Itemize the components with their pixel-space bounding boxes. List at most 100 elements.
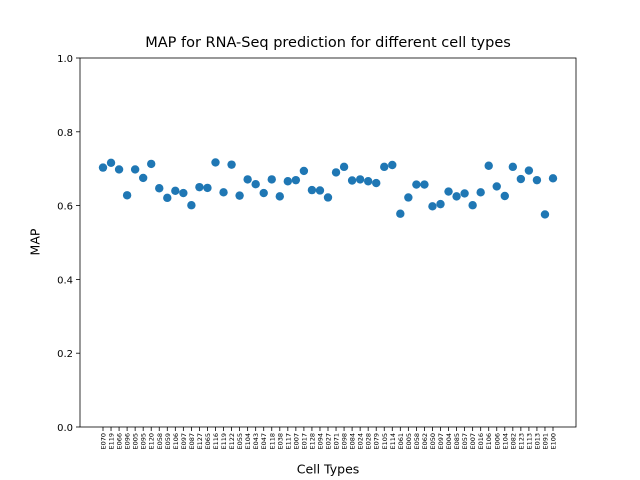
y-tick-label: 0.0: [57, 423, 73, 434]
x-tick-label: E105: [381, 433, 389, 450]
x-tick-label: E114: [389, 433, 397, 450]
x-tick-label: E085: [453, 433, 461, 450]
x-tick-label: E070: [100, 433, 108, 450]
x-tick-label: E065: [204, 433, 212, 450]
plot-frame: [79, 57, 577, 428]
point: [203, 183, 212, 193]
point: [138, 173, 148, 183]
x-tick-label: E062: [421, 433, 429, 450]
x-tick-label: E119: [220, 433, 228, 450]
x-tick-label: E079: [373, 433, 381, 450]
x-tick-label: E098: [341, 433, 349, 450]
x-tick-label: E091: [541, 433, 549, 450]
point: [267, 175, 276, 184]
x-tick-label: E016: [477, 433, 485, 450]
point: [500, 191, 509, 201]
point: [347, 176, 357, 185]
x-tick-label: E094: [316, 433, 324, 450]
x-tick-label: E066: [116, 433, 124, 450]
point: [460, 189, 469, 198]
x-tick-label: E096: [124, 433, 132, 450]
point: [122, 191, 132, 200]
point: [251, 179, 260, 189]
x-tick-label: E116: [212, 433, 220, 450]
x-tick-label: E007: [292, 433, 300, 450]
point: [315, 186, 325, 195]
x-tick-label: E084: [349, 433, 357, 450]
point: [130, 165, 140, 174]
point: [114, 165, 124, 174]
point: [275, 192, 284, 201]
x-tick-label: E106: [172, 433, 180, 450]
x-tick-label: E005: [405, 433, 413, 450]
x-tick-label: E095: [140, 433, 148, 450]
x-tick-label: E104: [501, 433, 509, 450]
point: [235, 191, 244, 200]
point: [444, 187, 453, 196]
y-tick-label: 0.2: [57, 349, 73, 360]
point: [428, 202, 437, 211]
x-tick-label: E104: [244, 433, 252, 450]
point: [484, 161, 493, 170]
x-tick-label: E058: [156, 433, 164, 450]
point: [468, 201, 477, 210]
point: [355, 175, 365, 184]
x-tick-label: E047: [260, 433, 268, 450]
x-tick-label: E013: [533, 433, 541, 450]
point: [291, 175, 301, 185]
x-axis-label: Cell Types: [297, 462, 360, 477]
point: [540, 210, 550, 219]
point: [219, 188, 228, 197]
x-tick-label: E006: [493, 433, 501, 450]
point: [331, 168, 341, 177]
point: [299, 166, 309, 176]
point: [436, 199, 445, 209]
x-tick-label: E122: [228, 433, 236, 450]
x-tick-label: E050: [429, 433, 437, 450]
x-tick-label: E027: [325, 433, 333, 450]
x-tick-label: E097: [180, 433, 188, 450]
point: [452, 192, 461, 201]
point: [380, 162, 389, 172]
point: [283, 177, 293, 186]
point: [106, 158, 116, 167]
y-tick-label: 0.8: [57, 128, 73, 139]
point: [524, 166, 534, 175]
x-tick-label: E071: [333, 433, 341, 450]
x-tick-label: E024: [357, 433, 365, 450]
x-tick-label: E028: [365, 433, 373, 450]
point: [339, 162, 349, 172]
point: [508, 162, 518, 172]
point: [412, 180, 421, 189]
x-tick-label: E058: [413, 433, 421, 450]
x-tick-label: E097: [437, 433, 445, 450]
point: [323, 193, 333, 202]
x-tick-label: E061: [397, 433, 405, 450]
point: [155, 184, 164, 193]
x-tick-label: E004: [445, 433, 453, 450]
point: [227, 160, 236, 169]
x-tick-label: E043: [252, 433, 260, 450]
chart-title: MAP for RNA-Seq prediction for different…: [145, 35, 511, 51]
y-tick-label: 0.4: [57, 275, 73, 286]
point: [211, 158, 220, 167]
x-tick-label: E118: [268, 433, 276, 450]
x-tick-label: E082: [509, 433, 517, 450]
point: [396, 209, 405, 218]
x-tick-label: E128: [308, 433, 316, 450]
point: [179, 188, 188, 198]
x-tick-label: E005: [132, 433, 140, 450]
point: [195, 182, 204, 192]
x-tick-label: E087: [188, 433, 196, 450]
point: [147, 159, 156, 169]
point: [476, 188, 485, 197]
x-tick-label: E055: [236, 433, 244, 450]
x-tick-label: E057: [461, 433, 469, 450]
point: [420, 180, 429, 189]
x-tick-label: E127: [196, 433, 204, 450]
point: [388, 160, 397, 170]
point: [532, 175, 542, 185]
y-tick-label: 1.0: [57, 54, 73, 65]
point: [363, 177, 373, 186]
